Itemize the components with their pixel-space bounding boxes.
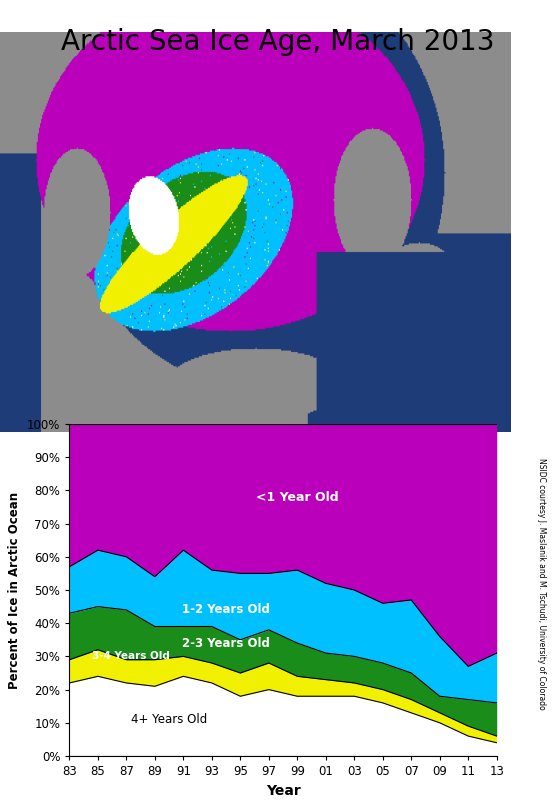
Y-axis label: Percent of Ice in Arctic Ocean: Percent of Ice in Arctic Ocean xyxy=(8,491,22,689)
Text: 3-4 Years Old: 3-4 Years Old xyxy=(92,651,170,662)
Text: NSIDC courtesy J. Maslanik and M. Tschudi, University of Colorado: NSIDC courtesy J. Maslanik and M. Tschud… xyxy=(537,458,546,710)
Text: 1-2 Years Old: 1-2 Years Old xyxy=(182,603,270,617)
Text: <1 Year Old: <1 Year Old xyxy=(256,490,339,503)
Text: 2-3 Years Old: 2-3 Years Old xyxy=(182,637,270,650)
X-axis label: Year: Year xyxy=(266,783,300,798)
Text: Arctic Sea Ice Age, March 2013: Arctic Sea Ice Age, March 2013 xyxy=(60,28,495,56)
Text: 4+ Years Old: 4+ Years Old xyxy=(131,713,207,726)
